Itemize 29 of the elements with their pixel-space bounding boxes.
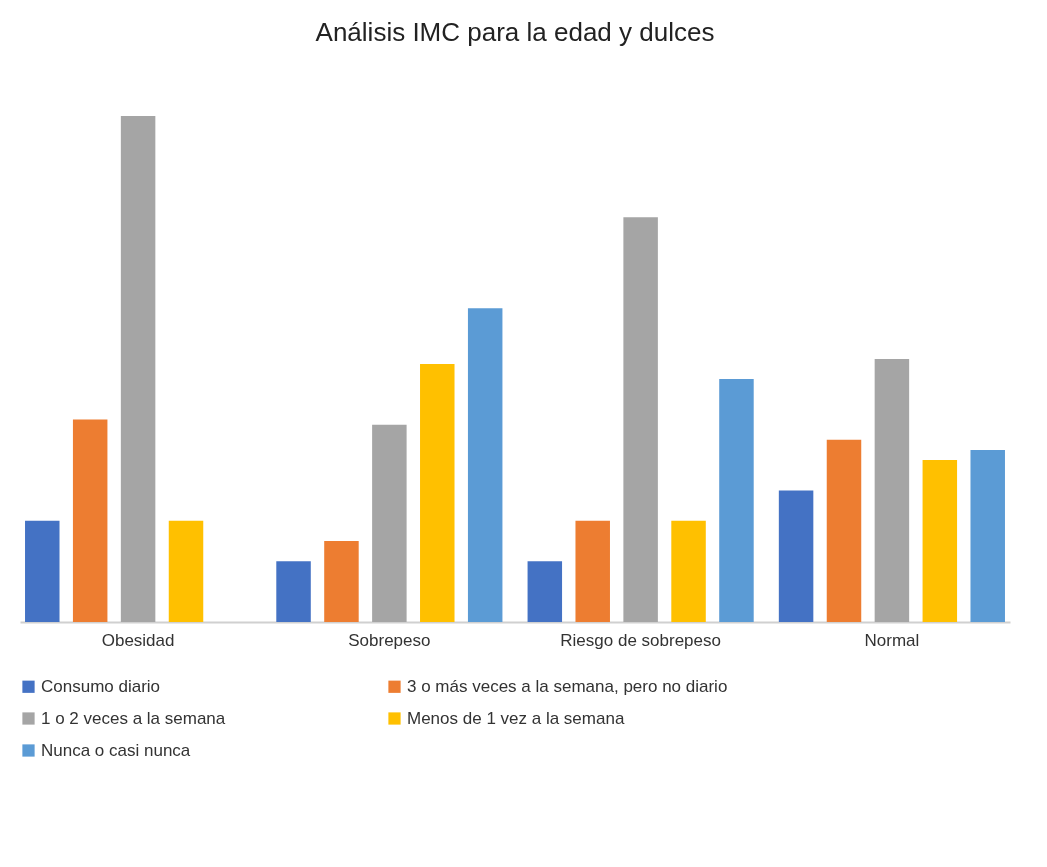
bar (575, 520, 610, 622)
bar (25, 520, 60, 622)
bar (874, 358, 910, 622)
bar (778, 490, 814, 622)
bar (324, 541, 359, 622)
x-tick-label: Sobrepeso (348, 630, 431, 650)
legend-label: Menos de 1 vez a la semana (407, 708, 625, 728)
x-tick-label: Normal (864, 630, 920, 650)
bar (276, 561, 311, 622)
bar (420, 363, 455, 622)
legend-label: 3 o más veces a la semana, pero no diario (407, 676, 728, 696)
bar (72, 419, 108, 622)
bar (719, 379, 754, 622)
bar (970, 449, 1005, 622)
legend-label: Nunca o casi nunca (41, 740, 191, 760)
bar (671, 520, 706, 622)
legend-label: Consumo diario (41, 676, 161, 696)
bar (527, 561, 563, 622)
bar (168, 520, 204, 622)
bar (922, 460, 958, 622)
bar (120, 116, 156, 622)
x-tick-label: Obesidad (101, 630, 175, 650)
legend-label: 1 o 2 veces a la semana (41, 708, 226, 728)
bar (467, 308, 503, 622)
bar (826, 439, 862, 622)
bar (372, 424, 407, 622)
bar (623, 217, 658, 622)
chart-title: Análisis IMC para la edad y dulces (315, 17, 715, 47)
x-tick-label: Riesgo de sobrepeso (560, 630, 721, 650)
